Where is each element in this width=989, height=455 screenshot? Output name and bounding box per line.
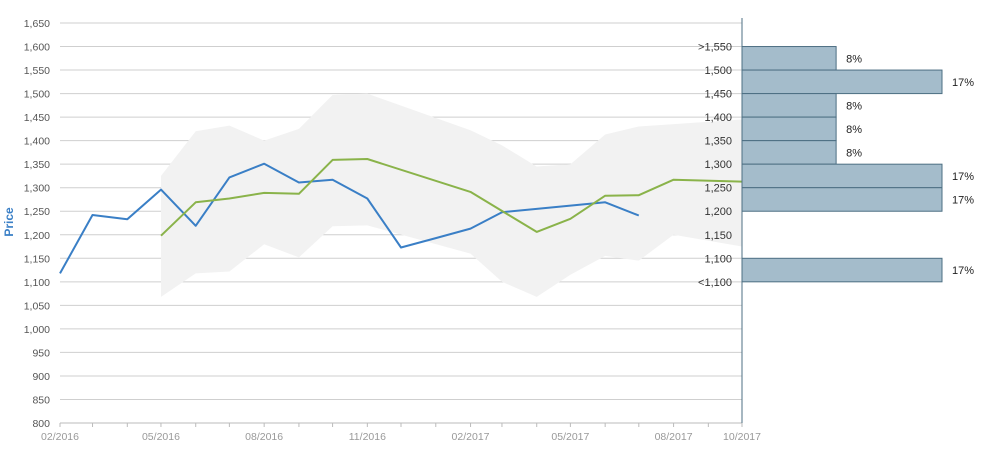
x-tick-label: 08/2017	[655, 431, 693, 443]
y-tick-label: 1,500	[24, 89, 50, 101]
y-tick-label: 1,400	[24, 136, 50, 148]
y-axis-label: Price	[2, 207, 16, 237]
histogram-percent-label: 17%	[952, 265, 974, 277]
histogram-bin-label: >1,550	[698, 42, 732, 54]
y-tick-label: 1,200	[24, 230, 50, 242]
histogram-bin-label: 1,450	[704, 89, 732, 101]
histogram-bar	[741, 116, 837, 142]
x-tick-label: 11/2016	[349, 431, 386, 443]
y-tick-label: 1,150	[24, 253, 50, 265]
histogram-bin-label: 1,300	[704, 159, 732, 171]
histogram-bar	[741, 257, 943, 283]
forecast-band	[161, 93, 742, 297]
histogram: 8% >1,550 17% 1,500 8% 1,450 8% 1,400 8% 1,350 17%…	[698, 42, 974, 289]
histogram-bar	[741, 93, 837, 118]
x-tick-label: 10/2017	[723, 431, 761, 443]
histogram-bin-label: 1,200	[704, 206, 732, 218]
axes: 800 850 900 950 1,000 1,050 1,100 1,150 1,200 1,2…	[24, 18, 761, 443]
histogram-bar	[741, 187, 943, 212]
x-tick-label: 08/2016	[245, 431, 283, 443]
y-tick-label: 1,350	[24, 159, 50, 171]
y-tick-label: 1,600	[24, 42, 50, 54]
y-tick-label: 950	[32, 347, 50, 359]
historical-price-line	[59, 162, 640, 274]
y-tick-label: 1,050	[24, 300, 50, 312]
histogram-percent-label: 17%	[952, 194, 974, 206]
y-tick-label: 850	[32, 394, 50, 406]
y-tick-label: 1,650	[24, 18, 50, 30]
y-tick-label: 1,100	[24, 277, 50, 289]
histogram-bin-label: 1,500	[704, 65, 732, 77]
y-tick-label: 800	[32, 418, 50, 430]
histogram-bin-label: 1,350	[704, 136, 732, 148]
y-tick-label: 1,000	[24, 324, 50, 336]
histogram-percent-label: 8%	[846, 100, 862, 112]
y-tick-label: 900	[32, 371, 50, 383]
x-tick-label: 02/2017	[452, 431, 490, 443]
histogram-percent-label: 8%	[846, 147, 862, 159]
series-lines	[59, 158, 743, 274]
histogram-bin-label: 1,150	[704, 230, 732, 242]
x-tick-label: 02/2016	[41, 431, 79, 443]
histogram-bin-label: 1,250	[704, 183, 732, 195]
forecast-price-line	[160, 158, 743, 237]
histogram-bin-label: 1,100	[704, 253, 732, 265]
x-tick-label: 05/2017	[551, 431, 589, 443]
y-tick-label: 1,450	[24, 112, 50, 124]
histogram-bar	[741, 140, 837, 165]
histogram-percent-label: 8%	[846, 53, 862, 65]
histogram-bin-label: 1,400	[704, 112, 732, 124]
histogram-bar	[741, 46, 837, 71]
histogram-percent-label: 17%	[952, 171, 974, 183]
y-tick-label: 1,250	[24, 206, 50, 218]
x-tick-label: 05/2016	[142, 431, 180, 443]
y-tick-label: 1,300	[24, 183, 50, 195]
forecast-range-band	[161, 93, 742, 297]
y-tick-label: 1,550	[24, 65, 50, 77]
histogram-bar	[741, 69, 943, 95]
histogram-bin-label: <1,100	[698, 277, 732, 289]
histogram-bar	[741, 163, 943, 189]
histogram-percent-label: 8%	[846, 124, 862, 136]
histogram-percent-label: 17%	[952, 77, 974, 89]
